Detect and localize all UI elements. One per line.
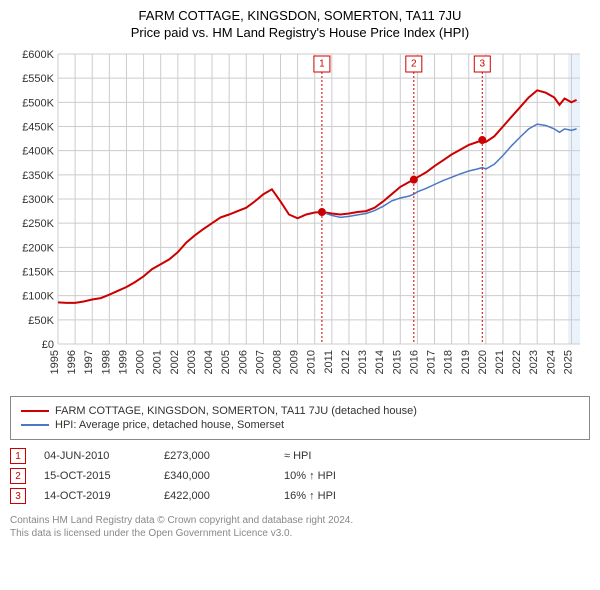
svg-text:£450K: £450K: [22, 122, 54, 134]
transaction-date: 15-OCT-2015: [44, 470, 164, 482]
svg-text:1995: 1995: [49, 350, 61, 374]
svg-text:2019: 2019: [460, 350, 472, 374]
transaction-relation: 16% ↑ HPI: [284, 490, 404, 502]
chart-title: FARM COTTAGE, KINGSDON, SOMERTON, TA11 7…: [10, 8, 590, 23]
svg-text:1996: 1996: [66, 350, 78, 374]
svg-text:2006: 2006: [237, 350, 249, 374]
svg-text:2001: 2001: [152, 350, 164, 374]
svg-text:2023: 2023: [528, 350, 540, 374]
svg-text:2011: 2011: [323, 350, 335, 374]
svg-text:2009: 2009: [289, 350, 301, 374]
legend-swatch-hpi: [21, 424, 49, 426]
svg-text:£250K: £250K: [22, 218, 54, 230]
transactions-table: 1 04-JUN-2010£273,000≈ HPI 2 15-OCT-2015£34…: [10, 448, 590, 504]
chart-subtitle: Price paid vs. HM Land Registry's House …: [10, 25, 590, 40]
svg-text:2012: 2012: [340, 350, 352, 374]
svg-text:2016: 2016: [408, 350, 420, 374]
svg-text:1: 1: [319, 59, 325, 70]
svg-text:£50K: £50K: [28, 315, 54, 327]
footnote-line2: This data is licensed under the Open Gov…: [10, 527, 590, 540]
svg-text:2010: 2010: [306, 350, 318, 374]
svg-text:1999: 1999: [117, 350, 129, 374]
svg-text:£300K: £300K: [22, 194, 54, 206]
svg-text:£200K: £200K: [22, 242, 54, 254]
svg-text:2022: 2022: [511, 350, 523, 374]
svg-text:2015: 2015: [391, 350, 403, 374]
legend: FARM COTTAGE, KINGSDON, SOMERTON, TA11 7…: [10, 396, 590, 440]
transaction-row: 2 15-OCT-2015£340,00010% ↑ HPI: [10, 468, 590, 484]
svg-text:£150K: £150K: [22, 267, 54, 279]
svg-text:2017: 2017: [426, 350, 438, 374]
legend-label-hpi: HPI: Average price, detached house, Some…: [55, 419, 284, 431]
transaction-marker: 3: [10, 488, 26, 504]
legend-label-property: FARM COTTAGE, KINGSDON, SOMERTON, TA11 7…: [55, 405, 417, 417]
svg-text:1998: 1998: [100, 350, 112, 374]
svg-text:£0: £0: [42, 339, 54, 351]
transaction-row: 3 14-OCT-2019£422,00016% ↑ HPI: [10, 488, 590, 504]
legend-row-property: FARM COTTAGE, KINGSDON, SOMERTON, TA11 7…: [21, 405, 579, 417]
chart-svg: £0 £50K £100K £150K £200K £250K £300K £350K £400…: [10, 48, 590, 388]
svg-text:2003: 2003: [186, 350, 198, 374]
transaction-relation: 10% ↑ HPI: [284, 470, 404, 482]
svg-text:2008: 2008: [271, 350, 283, 374]
svg-text:£350K: £350K: [22, 170, 54, 182]
footnote-line1: Contains HM Land Registry data © Crown c…: [10, 514, 590, 527]
footnote: Contains HM Land Registry data © Crown c…: [10, 514, 590, 540]
transaction-price: £273,000: [164, 450, 284, 462]
svg-text:2005: 2005: [220, 350, 232, 374]
transaction-price: £422,000: [164, 490, 284, 502]
svg-text:£400K: £400K: [22, 146, 54, 158]
chart-area: £0 £50K £100K £150K £200K £250K £300K £350K £400…: [10, 48, 590, 388]
svg-text:£600K: £600K: [22, 49, 54, 61]
svg-text:3: 3: [479, 59, 485, 70]
svg-text:2004: 2004: [203, 350, 215, 374]
svg-text:2018: 2018: [443, 350, 455, 374]
transaction-date: 04-JUN-2010: [44, 450, 164, 462]
svg-text:2025: 2025: [562, 350, 574, 374]
svg-text:2000: 2000: [135, 350, 147, 374]
svg-text:2024: 2024: [545, 350, 557, 374]
transaction-row: 1 04-JUN-2010£273,000≈ HPI: [10, 448, 590, 464]
transaction-relation: ≈ HPI: [284, 450, 404, 462]
svg-text:£550K: £550K: [22, 73, 54, 85]
svg-text:1997: 1997: [83, 350, 95, 374]
transaction-marker: 2: [10, 468, 26, 484]
transaction-date: 14-OCT-2019: [44, 490, 164, 502]
legend-swatch-property: [21, 410, 49, 412]
svg-text:£100K: £100K: [22, 291, 54, 303]
svg-text:2021: 2021: [494, 350, 506, 374]
svg-text:2013: 2013: [357, 350, 369, 374]
transaction-price: £340,000: [164, 470, 284, 482]
svg-text:2020: 2020: [477, 350, 489, 374]
svg-text:2007: 2007: [254, 350, 266, 374]
svg-text:£500K: £500K: [22, 97, 54, 109]
svg-text:2002: 2002: [169, 350, 181, 374]
svg-text:2014: 2014: [374, 350, 386, 374]
transaction-marker: 1: [10, 448, 26, 464]
svg-text:2: 2: [411, 59, 417, 70]
legend-row-hpi: HPI: Average price, detached house, Some…: [21, 419, 579, 431]
